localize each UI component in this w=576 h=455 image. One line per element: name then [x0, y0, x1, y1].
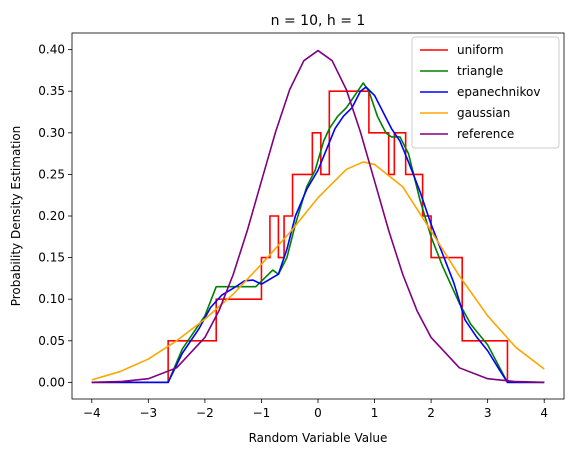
y-tick-label: 0.10 [38, 292, 65, 306]
x-tick-label: 0 [314, 406, 322, 420]
x-tick-label: −1 [253, 406, 271, 420]
x-tick-label: 2 [427, 406, 435, 420]
legend-box [411, 36, 560, 149]
y-tick-label: 0.20 [38, 209, 65, 223]
series-line-gaussian [91, 161, 545, 381]
y-tick-label: 0.35 [38, 84, 65, 98]
legend-label-reference: reference [457, 127, 514, 141]
y-tick-label: 0.40 [38, 43, 65, 57]
series-line-epanechnikov [91, 86, 545, 384]
x-axis-label: Random Variable Value [249, 431, 388, 445]
y-tick-label: 0.00 [38, 375, 65, 389]
x-tick-label: −3 [139, 406, 157, 420]
x-tick-label: −4 [83, 406, 101, 420]
x-axis: −4 −3 −2 −1 0 1 2 3 4 [83, 399, 548, 420]
x-tick-label: −2 [196, 406, 214, 420]
y-tick-label: 0.15 [38, 251, 65, 265]
legend-label-epanechnikov: epanechnikov [457, 85, 540, 99]
legend-label-gaussian: gaussian [457, 106, 510, 120]
y-axis-label: Probability Density Estimation [9, 126, 23, 307]
y-tick-label: 0.25 [38, 167, 65, 181]
x-tick-label: 4 [540, 406, 548, 420]
series-layer [91, 49, 545, 384]
series-line-reference [91, 49, 545, 384]
legend-label-triangle: triangle [457, 64, 503, 78]
chart-title: n = 10, h = 1 [271, 13, 366, 29]
series-line-uniform [91, 90, 545, 384]
x-tick-label: 3 [484, 406, 492, 420]
y-tick-label: 0.05 [38, 334, 65, 348]
x-tick-label: 1 [371, 406, 379, 420]
legend-label-uniform: uniform [457, 43, 504, 57]
legend: uniform triangle epanechnikov gaussian refer… [411, 36, 560, 149]
y-tick-label: 0.30 [38, 126, 65, 140]
y-axis: 0.00 0.05 0.10 0.15 0.20 0.25 0.30 0.35 0.40 [38, 43, 72, 389]
series-line-triangle [91, 82, 545, 384]
